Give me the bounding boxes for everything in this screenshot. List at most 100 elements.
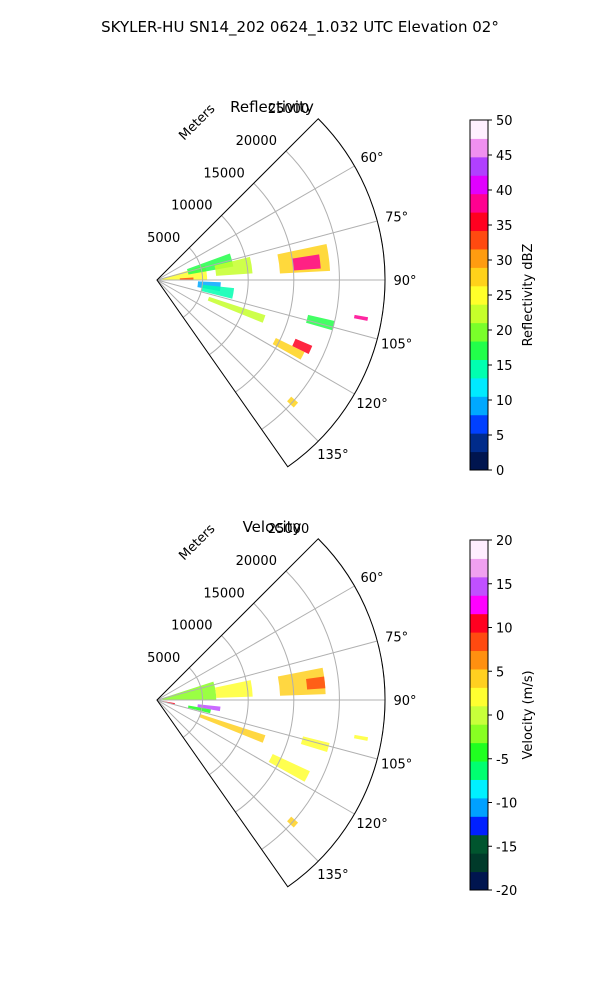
velocity-gridlines [156, 538, 386, 888]
reflectivity-colorbar-segment [470, 433, 488, 453]
reflectivity-range-ring [209, 215, 249, 356]
reflectivity-colorbar-tick-label: 5 [496, 429, 504, 444]
velocity-colorbar-segment [470, 797, 488, 817]
reflectivity-range-tick-label: 20000 [236, 134, 277, 149]
reflectivity-azimuth-tick-label: 60° [361, 151, 384, 166]
reflectivity-echo-cell [306, 314, 335, 331]
velocity-colorbar: -20 -15 -10 -5 0 5 10 15 20 [469, 534, 517, 899]
reflectivity-colorbar-segment [470, 156, 488, 176]
reflectivity-echo-cell [214, 256, 253, 276]
velocity-colorbar-segment [470, 779, 488, 799]
reflectivity-colorbar-segment [470, 414, 488, 434]
velocity-azimuth-tick-label: 90° [393, 694, 416, 709]
reflectivity-colorbar-segment [470, 322, 488, 342]
velocity-azimuth-spoke [156, 699, 378, 760]
velocity-azimuth-spoke [156, 699, 319, 862]
reflectivity-sector-outline [156, 118, 386, 468]
reflectivity-echo-cell [201, 284, 235, 299]
reflectivity-colorbar-tick-label: 30 [496, 254, 513, 269]
velocity-colorbar-segment [470, 540, 488, 559]
velocity-range-ring [209, 635, 249, 776]
velocity-echo-cell [300, 736, 330, 752]
velocity-azimuth-tick-label: 135° [317, 868, 348, 883]
reflectivity-azimuth-labels: 60° 75° 90° 105° 120° 135° [317, 151, 416, 463]
velocity-range-tick-label: 10000 [171, 619, 212, 634]
velocity-range-ring [182, 667, 204, 738]
reflectivity-range-ring [235, 182, 295, 393]
velocity-echo-cell [353, 734, 369, 741]
velocity-range-ring [261, 570, 340, 850]
reflectivity-range-ring [261, 150, 340, 430]
velocity-echo-cell [187, 705, 211, 714]
reflectivity-range-tick-label: 10000 [171, 199, 212, 214]
velocity-azimuth-spoke [156, 699, 355, 815]
velocity-colorbar-segment [470, 853, 488, 873]
velocity-echo-cell [197, 704, 221, 712]
velocity-azimuth-labels: 60° 75° 90° 105° 120° 135° [317, 571, 416, 883]
reflectivity-colorbar-tick-label: 25 [496, 289, 513, 304]
velocity-echo-cell [162, 681, 217, 700]
velocity-azimuth-tick-label: 120° [356, 817, 387, 832]
reflectivity-azimuth-tick-label: 105° [381, 338, 412, 353]
reflectivity-colorbar-segment [470, 175, 488, 195]
reflectivity-colorbar-segment [470, 193, 488, 213]
velocity-colorbar-tick-label: 10 [496, 622, 513, 637]
velocity-title: Velocity [243, 518, 302, 536]
velocity-colorbar-segment [470, 613, 488, 633]
velocity-range-tick-label: 15000 [203, 586, 244, 601]
reflectivity-colorbar-segment [470, 304, 488, 324]
reflectivity-colorbar-segment [470, 267, 488, 287]
reflectivity-azimuth-tick-label: 120° [356, 397, 387, 412]
reflectivity-echo-cell [272, 337, 305, 360]
reflectivity-colorbar-tick-label: 35 [496, 219, 513, 234]
velocity-colorbar-tick-label: -5 [496, 753, 509, 768]
velocity-colorbar-segment [470, 724, 488, 744]
velocity-colorbar-segment [470, 705, 488, 725]
reflectivity-colorbar-segment [470, 138, 488, 158]
velocity-range-ring [287, 538, 386, 888]
reflectivity-echo-cell [207, 296, 266, 323]
reflectivity-colorbar-segment [470, 451, 488, 471]
reflectivity-colorbar-segment [470, 341, 488, 360]
velocity-range-axis-label: Meters [176, 522, 218, 564]
reflectivity-azimuth-spoke [156, 279, 355, 395]
reflectivity-title: Reflectivity [230, 98, 314, 116]
reflectivity-range-tick-label: 25000 [268, 102, 309, 117]
reflectivity-colorbar-segment [470, 359, 488, 379]
velocity-range-tick-label: 5000 [147, 651, 180, 666]
velocity-colorbar-segment [470, 668, 488, 688]
reflectivity-colorbar-segment [470, 396, 488, 416]
velocity-echo-cell [199, 714, 266, 743]
velocity-colorbar-tick-label: -15 [496, 840, 517, 855]
reflectivity-range-tick-label: 15000 [203, 166, 244, 181]
velocity-colorbar-segment [470, 632, 488, 652]
velocity-panel: Velocity 5000 10000 15000 20000 25000 60° 75°… [147, 518, 536, 899]
velocity-range-tick-label: 20000 [236, 554, 277, 569]
reflectivity-azimuth-spoke [156, 279, 378, 340]
reflectivity-colorbar-segment [470, 248, 488, 268]
reflectivity-azimuth-tick-label: 90° [393, 274, 416, 289]
reflectivity-colorbar-tick-label: 10 [496, 394, 513, 409]
reflectivity-echo-cell [292, 338, 313, 354]
reflectivity-range-ring [287, 118, 386, 468]
velocity-colorbar-segment [470, 595, 488, 615]
velocity-colorbar-tick-label: -10 [496, 797, 517, 812]
velocity-colorbar-tick-label: 0 [496, 709, 504, 724]
reflectivity-colorbar-segment [470, 230, 488, 250]
reflectivity-colorbar-segment [470, 285, 488, 305]
reflectivity-azimuth-spoke [156, 165, 355, 281]
reflectivity-colorbar: 0 5 10 15 20 25 30 35 40 45 50 [469, 114, 513, 479]
reflectivity-gridlines [156, 118, 386, 468]
reflectivity-colorbar-tick-label: 0 [496, 464, 504, 479]
reflectivity-azimuth-spoke [156, 220, 378, 281]
velocity-sector-outline [156, 538, 386, 888]
velocity-azimuth-spoke [156, 585, 355, 701]
reflectivity-range-axis-label: Meters [176, 102, 218, 144]
reflectivity-range-labels: 5000 10000 15000 20000 25000 [147, 102, 309, 246]
velocity-colorbar-segment [470, 650, 488, 670]
velocity-colorbar-segment [470, 687, 488, 707]
velocity-echo-cell [306, 676, 326, 690]
reflectivity-azimuth-spoke [156, 279, 319, 442]
reflectivity-frame [156, 118, 386, 468]
